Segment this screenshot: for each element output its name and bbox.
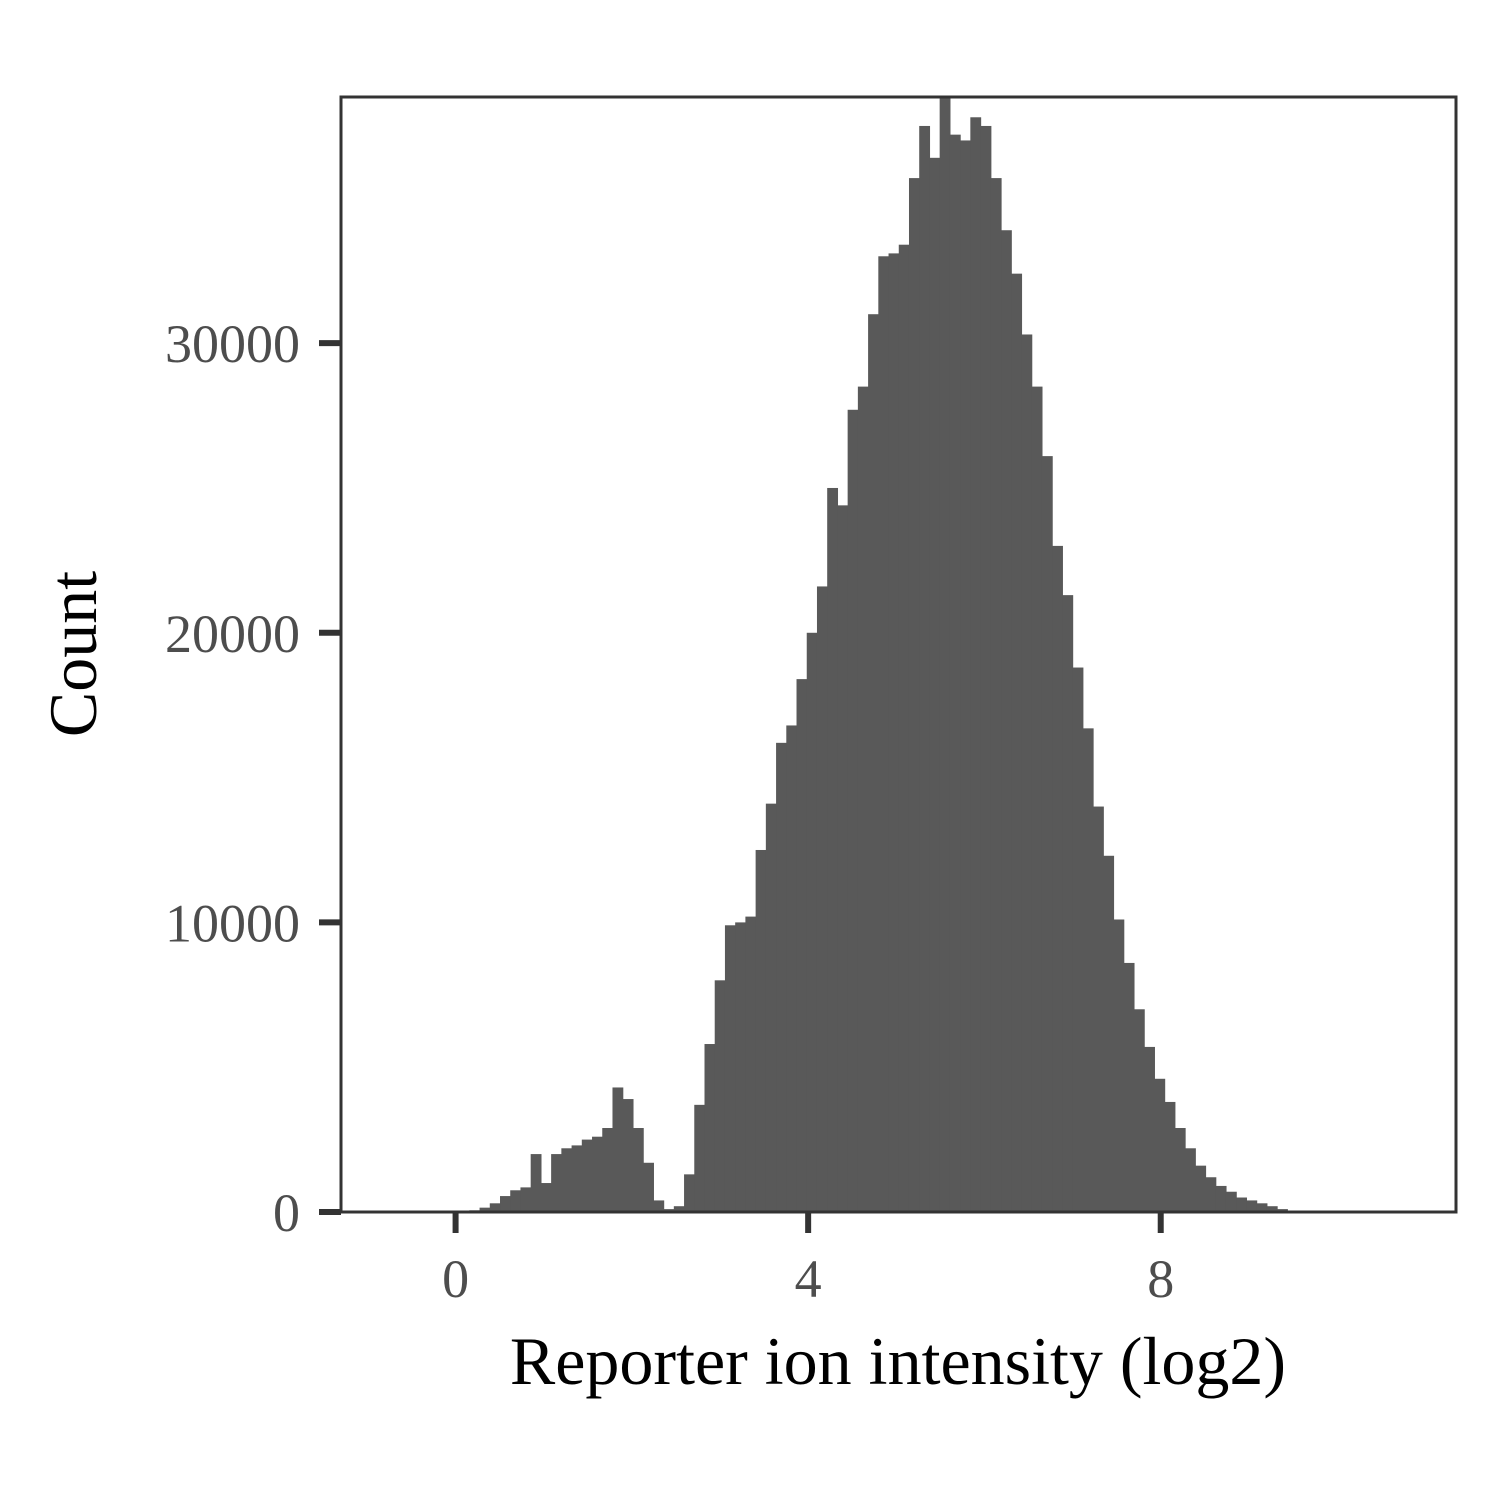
y-tick-label: 0: [273, 1183, 300, 1243]
histogram-bar: [1144, 1046, 1155, 1212]
y-tick-label: 20000: [165, 604, 300, 664]
histogram-bar: [1062, 595, 1074, 1212]
histogram-bar: [653, 1200, 665, 1212]
histogram-bar: [960, 140, 971, 1213]
histogram-bar: [704, 1044, 716, 1212]
histogram-bar: [1082, 728, 1094, 1212]
histogram-bar: [837, 505, 849, 1212]
histogram-bar: [724, 925, 736, 1212]
plot-frame: [339, 95, 1458, 1214]
histogram-bar: [694, 1104, 706, 1212]
histogram-bar: [1103, 855, 1115, 1212]
y-axis-title: Count: [35, 571, 111, 737]
histogram-bar: [1133, 1009, 1145, 1212]
histogram-bar: [643, 1162, 654, 1212]
histogram-bar: [1215, 1185, 1227, 1212]
x-tick-label: 8: [1147, 1249, 1174, 1309]
histogram-bar: [1164, 1101, 1176, 1212]
histogram-bar: [530, 1154, 542, 1212]
histogram-bar: [970, 117, 982, 1213]
histogram-bar: [755, 849, 767, 1212]
histogram-bar: [1185, 1148, 1196, 1212]
histogram-bar: [551, 1154, 562, 1212]
histogram-bar: [1093, 806, 1104, 1212]
histogram-bar: [581, 1139, 593, 1212]
histogram-bar: [827, 487, 839, 1213]
histogram-bar: [990, 178, 1002, 1212]
histogram-bar: [571, 1145, 583, 1212]
histogram-bar: [1154, 1078, 1166, 1212]
histogram-bar: [520, 1187, 532, 1212]
histogram-bar: [632, 1128, 644, 1212]
histogram-bar: [684, 1174, 695, 1212]
histogram-bar: [816, 586, 828, 1212]
histogram-bar: [612, 1087, 624, 1212]
histogram-bar: [489, 1203, 501, 1212]
histogram-bar: [1123, 962, 1135, 1212]
histogram-bar: [592, 1136, 603, 1212]
histogram-bar: [796, 679, 808, 1212]
histogram-bar: [735, 922, 746, 1212]
histogram-bar: [1021, 334, 1033, 1212]
histogram-bar: [898, 244, 910, 1212]
histogram-bar: [714, 980, 726, 1212]
x-tick-label: 4: [795, 1249, 822, 1309]
histogram-bar: [847, 409, 859, 1212]
histogram-bar: [1205, 1177, 1217, 1212]
histogram-bar: [745, 916, 757, 1212]
histogram-bars: [459, 97, 1329, 1213]
histogram-bar: [602, 1128, 614, 1212]
histogram-bar: [949, 134, 961, 1212]
histogram-bar: [939, 97, 951, 1212]
histogram-bar: [1052, 545, 1063, 1212]
histogram-bar: [908, 178, 920, 1212]
histogram-bar: [980, 125, 992, 1212]
histogram-bar: [1011, 273, 1023, 1212]
x-axis-title: Reporter ion intensity (log2): [510, 1323, 1286, 1399]
histogram-bar: [1001, 230, 1012, 1213]
histogram-bar: [1031, 386, 1043, 1213]
histogram-bar: [1113, 919, 1125, 1212]
histogram-bar: [1072, 667, 1084, 1212]
histogram-bar: [806, 632, 818, 1212]
histogram-bar: [673, 1206, 685, 1212]
histogram-bar: [1041, 456, 1053, 1212]
histogram-bar: [622, 1099, 634, 1212]
histogram-bar: [786, 725, 798, 1212]
y-tick-label: 10000: [165, 893, 300, 953]
histogram-bar: [540, 1183, 552, 1212]
histogram-bar: [888, 253, 900, 1212]
histogram-bar: [1195, 1165, 1207, 1212]
histogram-bar: [561, 1148, 573, 1212]
histogram-bar: [1236, 1197, 1247, 1212]
histogram-bar: [765, 803, 777, 1212]
histogram-bar: [857, 386, 869, 1213]
histogram-bar: [878, 256, 890, 1212]
histogram-bar: [500, 1196, 511, 1212]
y-axis: 0 10000 20000 30000: [165, 314, 341, 1243]
histogram-bar: [868, 314, 879, 1213]
histogram-bar: [1266, 1206, 1278, 1212]
x-tick-label: 0: [442, 1249, 469, 1309]
histogram-bar: [510, 1190, 522, 1212]
histogram-bar: [929, 157, 941, 1213]
histogram-bar: [479, 1207, 491, 1212]
histogram-bar: [1225, 1191, 1237, 1212]
histogram-bar: [919, 125, 931, 1212]
histogram-bar: [1174, 1128, 1186, 1212]
y-tick-label: 30000: [165, 314, 300, 374]
x-axis: 0 4 8: [442, 1212, 1174, 1309]
histogram-bar: [776, 742, 787, 1212]
histogram-bar: [1246, 1200, 1258, 1212]
histogram-bar: [1256, 1203, 1268, 1212]
